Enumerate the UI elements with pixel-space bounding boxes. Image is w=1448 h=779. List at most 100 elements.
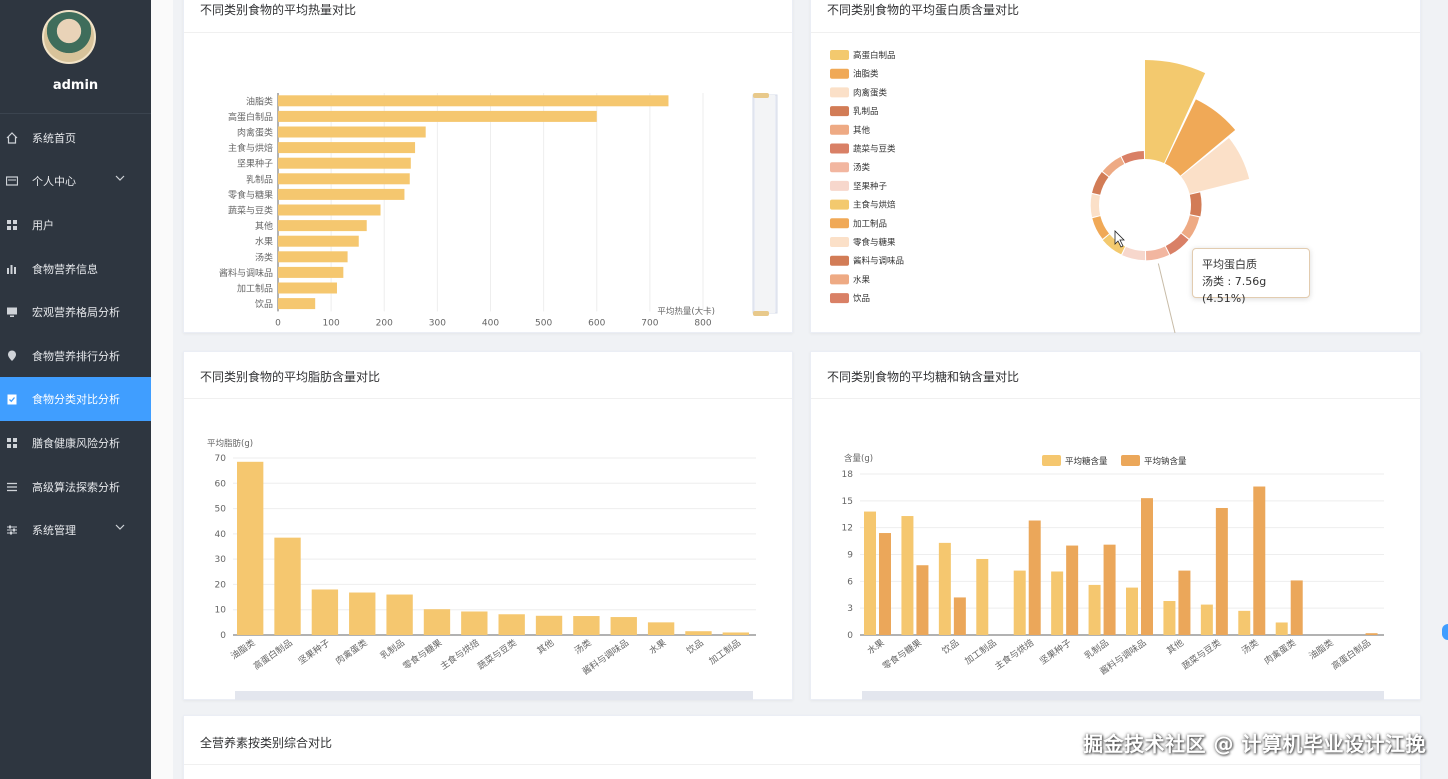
bar[interactable] — [278, 95, 669, 107]
rose-slice[interactable] — [1122, 246, 1145, 261]
bar[interactable] — [1028, 520, 1041, 635]
sidebar-item-3[interactable]: 食物营养信息 — [0, 247, 151, 291]
bar[interactable] — [916, 565, 929, 635]
bar[interactable] — [1290, 580, 1303, 635]
bar[interactable] — [722, 632, 749, 635]
bar[interactable] — [278, 266, 344, 278]
bar[interactable] — [647, 622, 675, 635]
rose-slice[interactable] — [1102, 234, 1126, 255]
rose-slice[interactable] — [1165, 233, 1189, 255]
sidebar-item-6[interactable]: 食物分类对比分析 — [0, 377, 151, 421]
bar[interactable] — [278, 251, 348, 263]
rose-slice[interactable] — [1189, 192, 1202, 217]
bar[interactable] — [1238, 610, 1251, 635]
bar[interactable] — [278, 126, 426, 138]
rose-slice[interactable] — [1102, 156, 1125, 177]
legend-swatch[interactable] — [830, 293, 849, 304]
bar[interactable] — [864, 511, 876, 635]
rose-slice[interactable] — [1121, 150, 1145, 164]
legend-swatch[interactable] — [830, 255, 849, 266]
bar[interactable] — [610, 617, 637, 635]
bar[interactable] — [278, 204, 381, 216]
legend-swatch[interactable] — [1042, 455, 1061, 466]
bar[interactable] — [1013, 570, 1026, 635]
bar[interactable] — [573, 616, 600, 635]
bar[interactable] — [278, 173, 410, 185]
rose-slice[interactable] — [1145, 60, 1206, 164]
bar[interactable] — [1126, 587, 1138, 635]
bar[interactable] — [1200, 604, 1213, 635]
datazoom-window[interactable] — [755, 95, 775, 313]
bar[interactable] — [274, 537, 301, 635]
rose-slice[interactable] — [1180, 138, 1250, 194]
bar[interactable] — [237, 461, 264, 635]
bar[interactable] — [278, 298, 316, 310]
legend-swatch[interactable] — [830, 180, 849, 191]
bar[interactable] — [278, 220, 367, 232]
bar[interactable] — [386, 594, 413, 635]
rose-slice[interactable] — [1145, 246, 1170, 261]
sidebar-item-9[interactable]: 系统管理 — [0, 508, 151, 552]
bar[interactable] — [278, 188, 405, 200]
sidebar-item-0[interactable]: 系统首页 — [0, 116, 151, 160]
datazoom-handle-bottom[interactable] — [753, 311, 769, 316]
bar[interactable] — [1178, 570, 1191, 635]
legend-swatch[interactable] — [830, 218, 849, 229]
bar[interactable] — [976, 558, 989, 635]
sliders-icon — [6, 524, 18, 536]
bar[interactable] — [1088, 584, 1101, 635]
bar[interactable] — [278, 142, 416, 154]
bar[interactable] — [879, 533, 891, 635]
bar[interactable] — [535, 615, 563, 635]
rose-slice[interactable] — [1092, 172, 1109, 195]
bar[interactable] — [938, 542, 951, 635]
sidebar-item-7[interactable]: 膳食健康风险分析 — [0, 421, 151, 465]
legend-swatch[interactable] — [830, 237, 849, 247]
avatar[interactable] — [42, 10, 96, 64]
bar[interactable] — [461, 611, 488, 635]
datazoom-slider[interactable] — [862, 691, 1384, 700]
bar[interactable] — [1103, 544, 1116, 635]
bar[interactable] — [1215, 507, 1228, 635]
bar[interactable] — [1066, 545, 1079, 635]
bar[interactable] — [685, 631, 712, 635]
bar[interactable] — [498, 614, 525, 635]
legend-swatch[interactable] — [830, 106, 849, 117]
legend-swatch[interactable] — [830, 274, 849, 285]
bar[interactable] — [1253, 486, 1266, 635]
rose-slice[interactable] — [1181, 215, 1200, 239]
legend-swatch[interactable] — [830, 50, 849, 60]
bar[interactable] — [953, 597, 966, 635]
legend-swatch[interactable] — [830, 199, 849, 210]
bar[interactable] — [311, 589, 339, 635]
legend-swatch[interactable] — [830, 87, 849, 98]
bar[interactable] — [1051, 571, 1064, 635]
bar[interactable] — [349, 592, 376, 635]
rose-slice[interactable] — [1092, 216, 1110, 239]
sidebar-item-1[interactable]: 个人中心 — [0, 159, 151, 203]
bar[interactable] — [901, 516, 914, 635]
legend-swatch[interactable] — [830, 162, 849, 173]
sidebar-item-2[interactable]: 用户 — [0, 203, 151, 247]
rose-slice[interactable] — [1090, 194, 1101, 218]
bar[interactable] — [278, 282, 337, 294]
bar[interactable] — [1365, 633, 1378, 635]
bar[interactable] — [1163, 601, 1176, 635]
bar[interactable] — [423, 609, 451, 635]
datazoom-slider[interactable] — [235, 691, 753, 700]
datazoom-handle-top[interactable] — [753, 93, 769, 98]
bar[interactable] — [1275, 622, 1288, 635]
rose-slice[interactable] — [1164, 99, 1236, 176]
bar[interactable] — [278, 157, 411, 169]
legend-swatch[interactable] — [830, 124, 849, 135]
bar[interactable] — [278, 235, 359, 247]
floating-button[interactable] — [1442, 624, 1448, 640]
sidebar-item-4[interactable]: 宏观营养格局分析 — [0, 290, 151, 334]
sidebar-item-8[interactable]: 高级算法探索分析 — [0, 465, 151, 509]
bar[interactable] — [1141, 498, 1153, 635]
bar[interactable] — [278, 110, 597, 122]
legend-swatch[interactable] — [1121, 455, 1140, 466]
legend-swatch[interactable] — [830, 143, 849, 154]
sidebar-item-5[interactable]: 食物营养排行分析 — [0, 334, 151, 378]
legend-swatch[interactable] — [830, 68, 849, 79]
